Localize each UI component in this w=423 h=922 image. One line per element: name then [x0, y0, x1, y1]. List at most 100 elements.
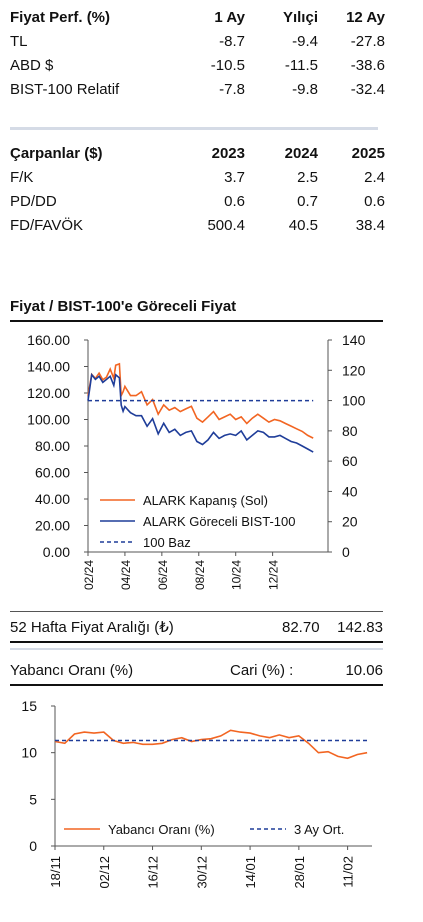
cell-value: 500.4 [207, 217, 245, 234]
multiples-header: Çarpanlar ($) 2023 2024 2025 [10, 142, 385, 166]
y-tick-label: 10 [21, 745, 37, 761]
performance-header-12m: 12 Ay [346, 9, 385, 26]
y-left-tick-label: 80.00 [35, 438, 70, 454]
cell-value: -9.4 [292, 33, 318, 50]
row-label: TL [10, 33, 28, 50]
cell-value: -11.5 [284, 57, 318, 74]
multiples-header-label: Çarpanlar ($) [10, 145, 103, 162]
y-right-tick-label: 100 [342, 393, 366, 409]
row-label: PD/DD [10, 193, 57, 210]
foreign-underline [10, 684, 383, 686]
cell-value: 40.5 [288, 217, 318, 234]
x-tick-label: 02/24 [82, 560, 96, 590]
x-tick-label: 28/01 [292, 856, 307, 889]
legend-label: ALARK Kapanış (Sol) [143, 493, 268, 508]
price-range-row: 52 Hafta Fiyat Aralığı (₺) 82.70 142.83 [10, 617, 383, 639]
y-right-tick-label: 40 [342, 483, 358, 499]
foreign-ratio-chart: 0 5 10 15 18/11 02/12 16/12 30/12 14/01 28/01 11/0… [21, 698, 372, 889]
title-underline [10, 320, 383, 322]
x-tick-label: 08/24 [193, 560, 207, 590]
y-left-tick-label: 140.00 [27, 359, 70, 375]
cell-value: -8.7 [219, 33, 245, 50]
cell-value: -27.8 [350, 33, 385, 50]
y-right-tick-label: 140 [342, 332, 366, 348]
y-right-tick-label: 120 [342, 362, 366, 378]
series-line-1 [87, 372, 314, 453]
y-left-tick-label: 60.00 [35, 465, 70, 481]
legend-label: Yabancı Oranı (%) [108, 822, 215, 837]
y-right-tick-label: 80 [342, 423, 358, 439]
table-row: TL -8.7 -9.4 -27.8 [10, 30, 385, 54]
cell-value: 0.6 [364, 193, 385, 210]
x-tick-label: 04/24 [119, 560, 133, 590]
foreign-current-label: Cari (%) : [230, 662, 294, 679]
legend-label: 3 Ay Ort. [294, 822, 344, 837]
x-tick-label: 30/12 [194, 856, 209, 889]
divider [10, 127, 378, 130]
price-range-high: 142.83 [337, 619, 383, 636]
y-tick-label: 15 [21, 698, 37, 714]
table-row: FD/FAVÖK 500.4 40.5 38.4 [10, 214, 385, 238]
y-left-tick-label: 120.00 [27, 385, 70, 401]
price-range-label: 52 Hafta Fiyat Aralığı (₺) [10, 619, 174, 636]
y-left-tick-label: 20.00 [35, 518, 70, 534]
table-row: F/K 3.7 2.5 2.4 [10, 166, 385, 190]
divider [10, 648, 383, 650]
y-tick-label: 5 [29, 791, 37, 807]
cell-value: 0.7 [297, 193, 318, 210]
cell-value: -9.8 [292, 81, 318, 98]
x-tick-label: 02/12 [97, 856, 112, 889]
x-tick-label: 16/12 [146, 856, 161, 889]
cell-value: 2.4 [364, 169, 385, 186]
table-row: PD/DD 0.6 0.7 0.6 [10, 190, 385, 214]
y-right-tick-label: 60 [342, 453, 358, 469]
multiples-header-2025: 2025 [351, 145, 385, 162]
x-tick-label: 10/24 [230, 560, 244, 590]
range-top-rule [10, 611, 383, 612]
y-tick-label: 0 [29, 838, 37, 854]
x-tick-label: 06/24 [156, 560, 170, 590]
x-tick-label: 11/02 [341, 856, 356, 888]
y-left-tick-label: 100.00 [27, 412, 70, 428]
cell-value: 0.6 [224, 193, 245, 210]
cell-value: -10.5 [210, 57, 245, 74]
legend-label: 100 Baz [143, 535, 191, 550]
cell-value: 2.5 [297, 169, 318, 186]
foreign-ratio-label: Yabancı Oranı (%) [10, 662, 134, 679]
performance-header: Fiyat Perf. (%) 1 Ay Yılıçi 12 Ay [10, 6, 385, 30]
performance-header-1m: 1 Ay [214, 9, 245, 26]
table-row: ABD $ -10.5 -11.5 -38.6 [10, 54, 385, 78]
performance-header-ytd: Yılıçi [282, 9, 318, 26]
y-left-tick-label: 160.00 [27, 332, 70, 348]
cell-value: -38.6 [350, 57, 385, 74]
multiples-header-2023: 2023 [211, 145, 245, 162]
cell-value: -7.8 [219, 81, 245, 98]
y-right-tick-label: 20 [342, 514, 358, 530]
x-tick-label: 18/11 [48, 856, 63, 888]
table-row: BIST-100 Relatif -7.8 -9.8 -32.4 [10, 78, 385, 102]
foreign-current-value: 10.06 [345, 662, 383, 679]
series-line-0 [87, 362, 314, 439]
range-bottom-rule [10, 641, 383, 643]
row-label: F/K [10, 169, 34, 186]
multiples-table: Çarpanlar ($) 2023 2024 2025 F/K 3.7 2.5… [10, 142, 385, 238]
performance-header-label: Fiyat Perf. (%) [10, 9, 111, 26]
price-range-low: 82.70 [282, 619, 320, 636]
cell-value: 3.7 [224, 169, 245, 186]
chart1-title: Fiyat / BIST-100'e Göreceli Fiyat [10, 298, 237, 315]
y-right-tick-label: 0 [342, 544, 350, 560]
y-left-tick-label: 40.00 [35, 491, 70, 507]
price-chart: 0.00 20.00 40.00 60.00 80.00 100.00 120.00 140.… [27, 332, 366, 590]
cell-value: 38.4 [355, 217, 385, 234]
multiples-header-2024: 2024 [284, 145, 318, 162]
y-left-tick-label: 0.00 [43, 544, 70, 560]
x-tick-label: 14/01 [243, 856, 258, 889]
row-label: FD/FAVÖK [10, 217, 84, 234]
performance-table: Fiyat Perf. (%) 1 Ay Yılıçi 12 Ay TL -8.… [10, 6, 385, 102]
x-tick-label: 12/24 [267, 560, 281, 590]
row-label: ABD $ [10, 57, 54, 74]
series-line-0 [54, 729, 368, 760]
cell-value: -32.4 [350, 81, 385, 98]
row-label: BIST-100 Relatif [10, 81, 120, 98]
foreign-ratio-row: Yabancı Oranı (%) Cari (%) : 10.06 [10, 660, 383, 682]
